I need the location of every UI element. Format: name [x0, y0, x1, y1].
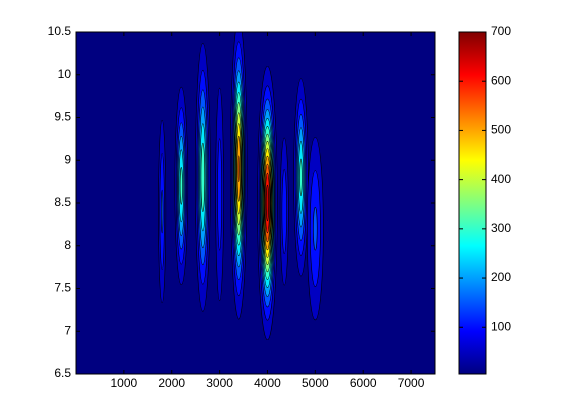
- y-tick-label: 8.5: [54, 195, 71, 209]
- y-tick-label: 10: [58, 67, 72, 81]
- y-tick-label: 8: [64, 238, 71, 252]
- colorbar-tick-label: 500: [491, 123, 511, 137]
- contours: [158, 32, 324, 341]
- x-tick-label: 6000: [350, 376, 377, 390]
- x-tick-label: 7000: [398, 376, 425, 390]
- contour-region: [281, 169, 287, 254]
- plot-background: [76, 32, 435, 374]
- x-tick-label: 5000: [302, 376, 329, 390]
- y-tick-label: 9.5: [54, 110, 71, 124]
- contour-region: [313, 206, 318, 251]
- colorbar-tick-label: 200: [491, 270, 511, 284]
- x-tick-label: 2000: [158, 376, 185, 390]
- colorbar-tick-label: 100: [491, 319, 511, 333]
- contour-region: [299, 158, 303, 197]
- y-tick-label: 9: [64, 152, 71, 166]
- y-tick-label: 7.5: [54, 281, 71, 295]
- contour-region: [237, 155, 240, 183]
- colorbar-tick-label: 300: [491, 221, 511, 235]
- x-tick-label: 4000: [254, 376, 281, 390]
- contour-region: [217, 138, 222, 251]
- y-tick-label: 10.5: [48, 24, 72, 38]
- colorbar-tick-label: 600: [491, 73, 511, 87]
- colorbar: [458, 31, 487, 375]
- contour-region: [200, 142, 206, 212]
- colorbar-tick-label: 700: [491, 24, 511, 38]
- contour-region: [179, 167, 183, 205]
- x-tick-label: 1000: [111, 376, 138, 390]
- contour-region: [265, 184, 270, 222]
- x-tick-label: 3000: [206, 376, 233, 390]
- y-tick-label: 7: [64, 323, 71, 337]
- contour-region: [161, 189, 164, 234]
- colorbar-tick-label: 400: [491, 172, 511, 186]
- y-tick-label: 6.5: [54, 366, 71, 380]
